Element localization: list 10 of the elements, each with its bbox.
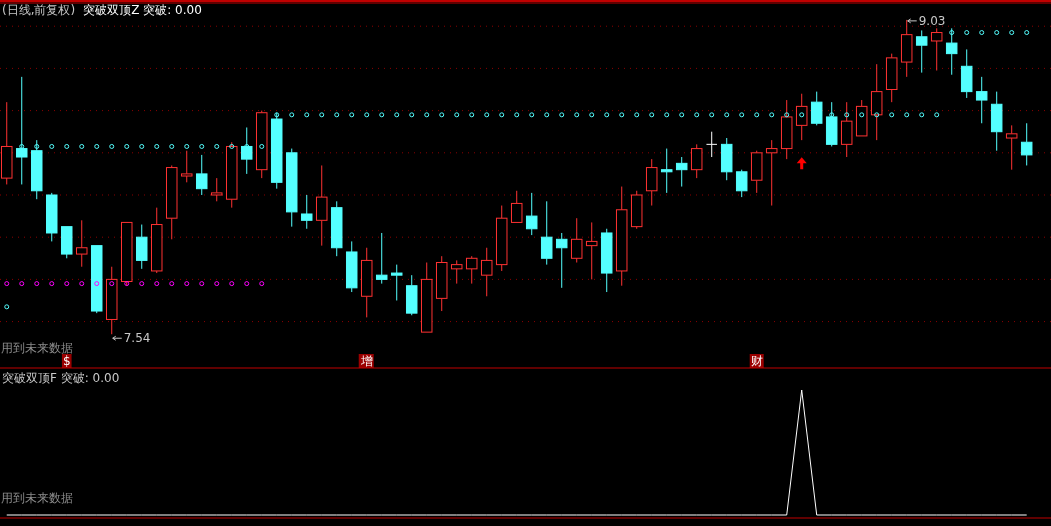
x-tick-label: 增: [359, 354, 373, 368]
annotation: 用到未来数据: [1, 341, 73, 355]
annotation: 9.03: [918, 13, 946, 28]
annotation: 7.54: [123, 331, 151, 346]
chart-title: (日线,前复权): [2, 3, 76, 17]
annotation: 用到未来数据: [1, 491, 73, 505]
x-tick-label: 财: [750, 354, 763, 368]
chart-subtitle: 突破双顶Z 突破: 0.00: [83, 3, 202, 17]
chart-title: 突破双顶F 突破: 0.00: [2, 371, 120, 385]
x-tick-label: $: [62, 354, 71, 368]
